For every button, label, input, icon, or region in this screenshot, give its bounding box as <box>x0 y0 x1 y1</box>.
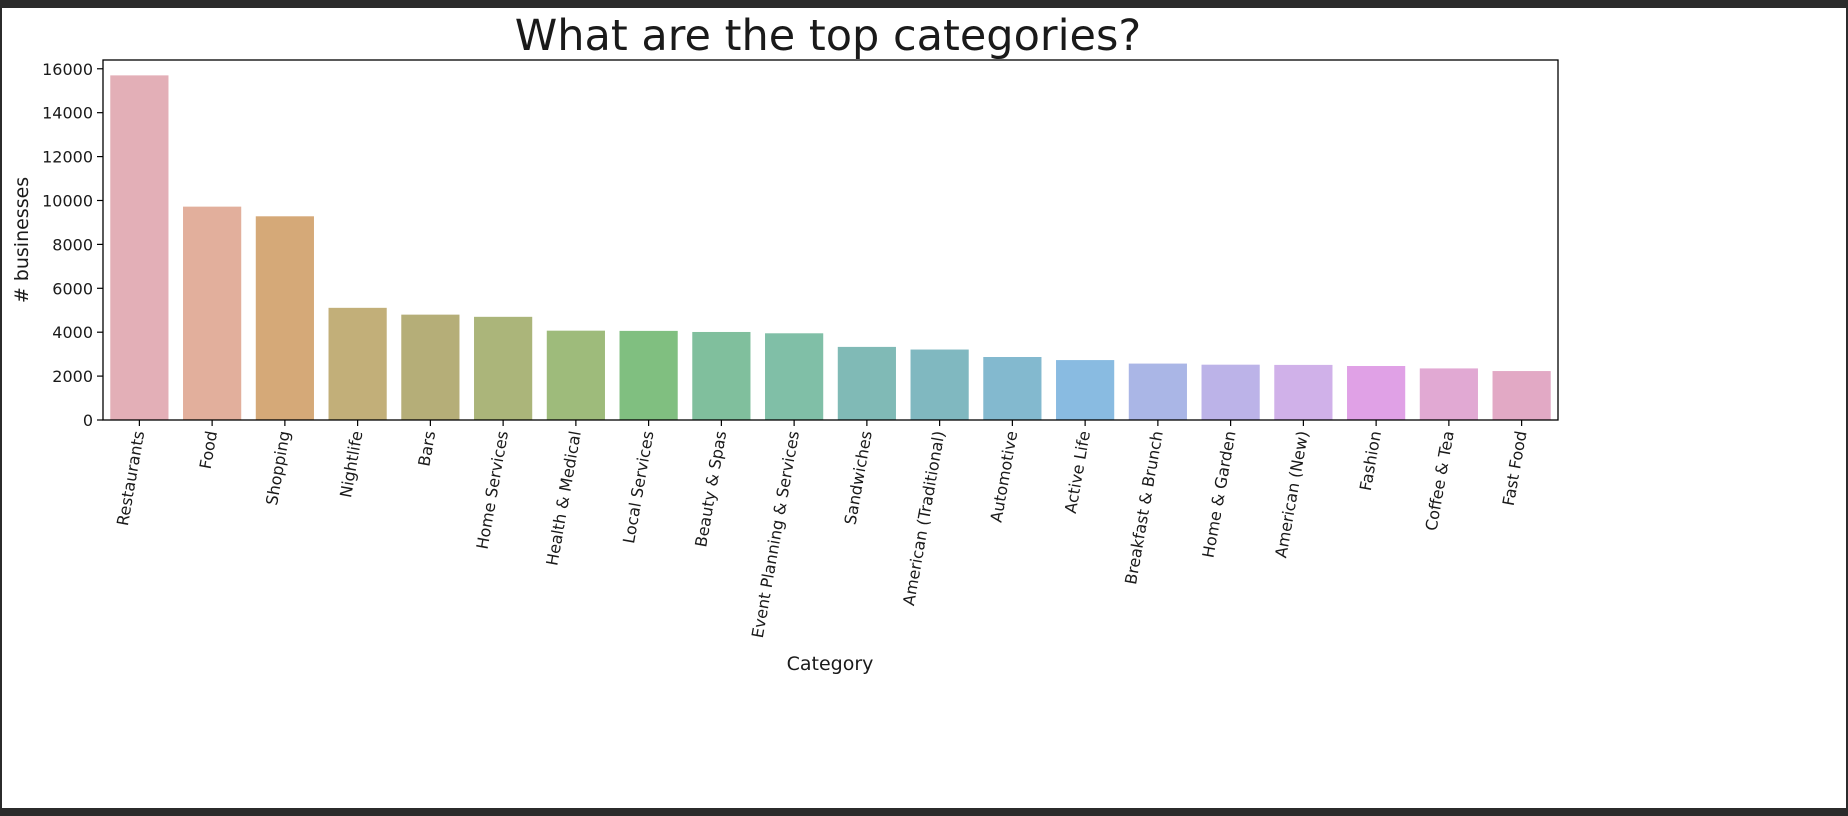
y-tick-label-5: 10000 <box>42 191 93 210</box>
bar-15 <box>1201 364 1260 420</box>
bar-10 <box>837 346 896 420</box>
chart-title: What are the top categories? <box>515 11 1141 61</box>
x-tick-label-17: Fashion <box>1356 429 1385 492</box>
bar-7 <box>619 330 678 420</box>
bar-2 <box>255 216 314 420</box>
bar-6 <box>546 330 605 420</box>
x-tick-label-1: Food <box>196 429 221 470</box>
bar-3 <box>328 307 387 420</box>
bar-5 <box>474 316 533 420</box>
bar-13 <box>1056 360 1115 420</box>
x-tick-label-4: Bars <box>414 429 439 467</box>
bar-17 <box>1347 366 1406 420</box>
x-tick-label-2: Shopping <box>262 429 294 506</box>
bar-1 <box>183 206 242 420</box>
x-tick-label-10: Sandwiches <box>841 429 876 526</box>
y-tick-label-3: 6000 <box>52 279 93 298</box>
y-axis-label: # businesses <box>11 177 33 303</box>
bar-11 <box>910 349 969 420</box>
y-tick-label-7: 14000 <box>42 104 93 123</box>
x-axis-label: Category <box>787 653 874 675</box>
bar-chart: What are the top categories? 0 2000 4000 60… <box>11 11 1559 675</box>
chart-frame: What are the top categories? 0 2000 4000 60… <box>2 8 1846 808</box>
bar-19 <box>1492 371 1551 420</box>
bar-0 <box>110 75 169 421</box>
bar-9 <box>765 333 824 420</box>
x-tick-label-14: Breakfast & Brunch <box>1121 429 1167 586</box>
y-tick-label-1: 2000 <box>52 367 93 386</box>
bars-group <box>110 75 1551 421</box>
y-tick-label-2: 4000 <box>52 323 93 342</box>
x-tick-label-9: Event Planning & Services <box>748 429 803 639</box>
bar-8 <box>692 331 751 420</box>
x-tick-label-19: Fast Food <box>1499 429 1531 507</box>
y-tick-label-8: 16000 <box>42 60 93 79</box>
x-tick-label-3: Nightlife <box>336 429 366 499</box>
y-tick-label-4: 8000 <box>52 235 93 254</box>
y-tick-label-0: 0 <box>83 411 93 430</box>
x-tick-label-18: Coffee & Tea <box>1422 429 1458 532</box>
x-tick-label-6: Health & Medical <box>542 429 584 567</box>
x-tick-label-16: American (New) <box>1271 429 1312 559</box>
bar-16 <box>1274 364 1333 420</box>
bar-12 <box>983 357 1042 420</box>
bar-4 <box>401 314 460 420</box>
x-tick-label-12: Automotive <box>987 429 1022 523</box>
y-axis: 0 2000 4000 6000 8000 10000 12000 14000 16000 <box>42 60 103 430</box>
bar-14 <box>1128 363 1187 420</box>
plot-frame <box>102 59 1559 421</box>
x-tick-label-13: Active Life <box>1061 429 1094 514</box>
x-tick-label-15: Home & Garden <box>1199 429 1240 559</box>
x-tick-label-11: American (Traditional) <box>899 429 948 607</box>
y-tick-label-6: 12000 <box>42 148 93 167</box>
bar-18 <box>1419 368 1478 420</box>
x-tick-label-8: Beauty & Spas <box>691 429 730 548</box>
x-axis: Restaurants Food Shopping Nightlife Bars Home… <box>113 420 1531 639</box>
x-tick-label-5: Home Services <box>473 429 513 550</box>
x-tick-label-0: Restaurants <box>113 429 148 527</box>
x-tick-label-7: Local Services <box>619 429 658 545</box>
